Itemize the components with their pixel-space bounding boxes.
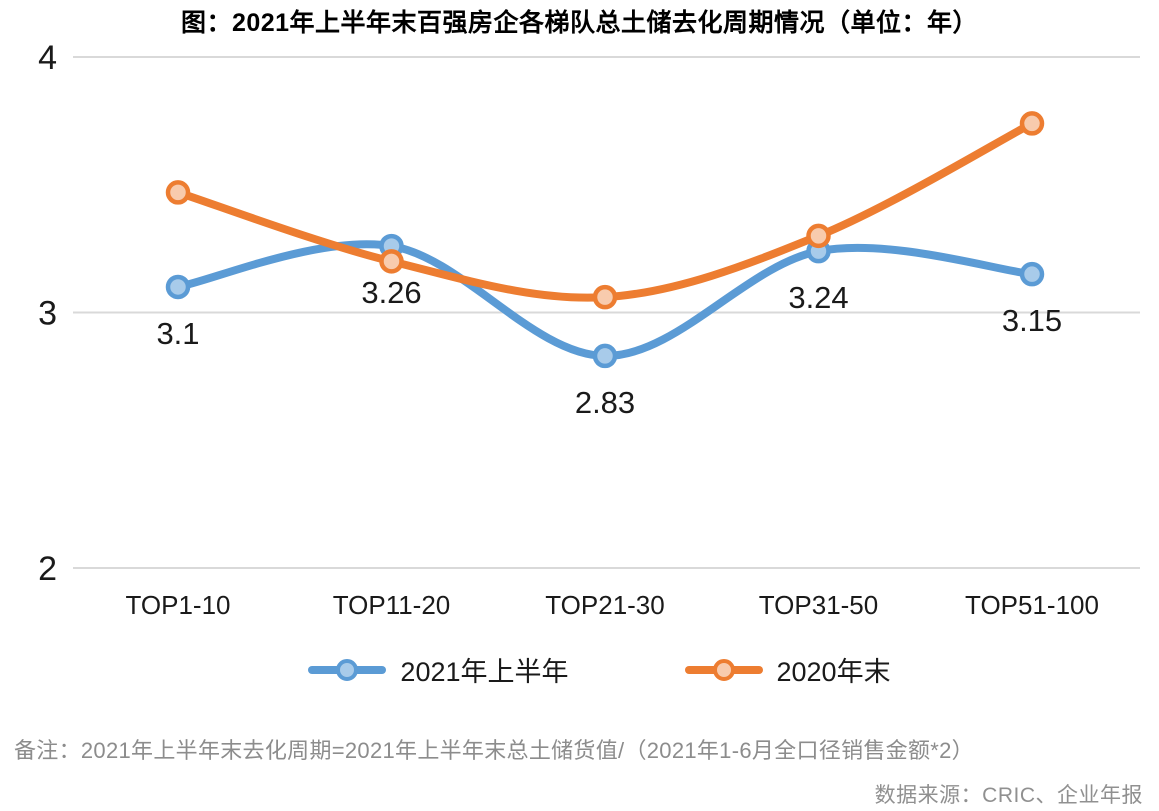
data-label-0-TOP1-10: 3.1 bbox=[156, 316, 199, 351]
legend-item-2020-end[interactable]: 2020年末 bbox=[684, 650, 891, 689]
data-point-1-TOP31-50[interactable] bbox=[806, 223, 831, 249]
data-source-credit: 数据来源：CRIC、企业年报 bbox=[874, 784, 1143, 807]
data-point-0-TOP21-30[interactable] bbox=[592, 343, 618, 369]
y-tick-label-4: 4 bbox=[38, 39, 57, 77]
data-label-0-TOP51-100: 3.15 bbox=[1002, 303, 1062, 338]
legend-line-dot-marker-blue bbox=[308, 658, 387, 682]
x-tick-label-top11-20: TOP11-20 bbox=[333, 590, 451, 620]
x-tick-label-top1-10: TOP1-10 bbox=[125, 590, 230, 620]
legend-label-2021-h1: 2021年上半年 bbox=[400, 657, 569, 687]
data-point-0-TOP1-10[interactable] bbox=[165, 274, 191, 300]
x-tick-label-top21-30: TOP21-30 bbox=[545, 590, 664, 620]
x-tick-label-top51-100: TOP51-100 bbox=[965, 590, 1099, 620]
data-point-0-TOP51-100[interactable] bbox=[1019, 261, 1045, 287]
legend-item-2021-h1[interactable]: 2021年上半年 bbox=[308, 650, 569, 689]
legend-dot-blue bbox=[336, 658, 359, 681]
data-label-0-TOP31-50: 3.24 bbox=[788, 280, 848, 315]
line-chart-plot-area: 4 3 2 TOP1-10 TOP11-20 TOP21-30 TOP31-50 TOP51-… bbox=[38, 39, 1140, 620]
data-label-0-TOP21-30: 2.83 bbox=[575, 385, 635, 420]
legend-line-dot-marker-orange bbox=[684, 658, 763, 682]
data-point-1-TOP11-20[interactable] bbox=[379, 249, 404, 274]
y-tick-label-2: 2 bbox=[38, 550, 57, 588]
chart-legend: 2021年上半年 2020年末 bbox=[0, 650, 1159, 689]
chart-footnote: 备注：2021年上半年末去化周期=2021年上半年末总土储货值/（2021年1-… bbox=[14, 738, 974, 763]
x-tick-label-top31-50: TOP31-50 bbox=[759, 590, 878, 620]
series-line-1 bbox=[174, 119, 1036, 302]
data-point-1-TOP51-100[interactable] bbox=[1019, 111, 1045, 136]
legend-label-2020-end: 2020年末 bbox=[776, 657, 891, 687]
chart-title: 图：2021年上半年末百强房企各梯队总土储去化周期情况（单位：年） bbox=[180, 9, 979, 37]
data-label-0-TOP11-20: 3.26 bbox=[361, 275, 421, 310]
legend-dot-orange bbox=[712, 658, 735, 681]
y-tick-label-3: 3 bbox=[38, 295, 57, 333]
data-point-1-TOP1-10[interactable] bbox=[165, 180, 191, 205]
data-point-1-TOP21-30[interactable] bbox=[592, 284, 618, 310]
